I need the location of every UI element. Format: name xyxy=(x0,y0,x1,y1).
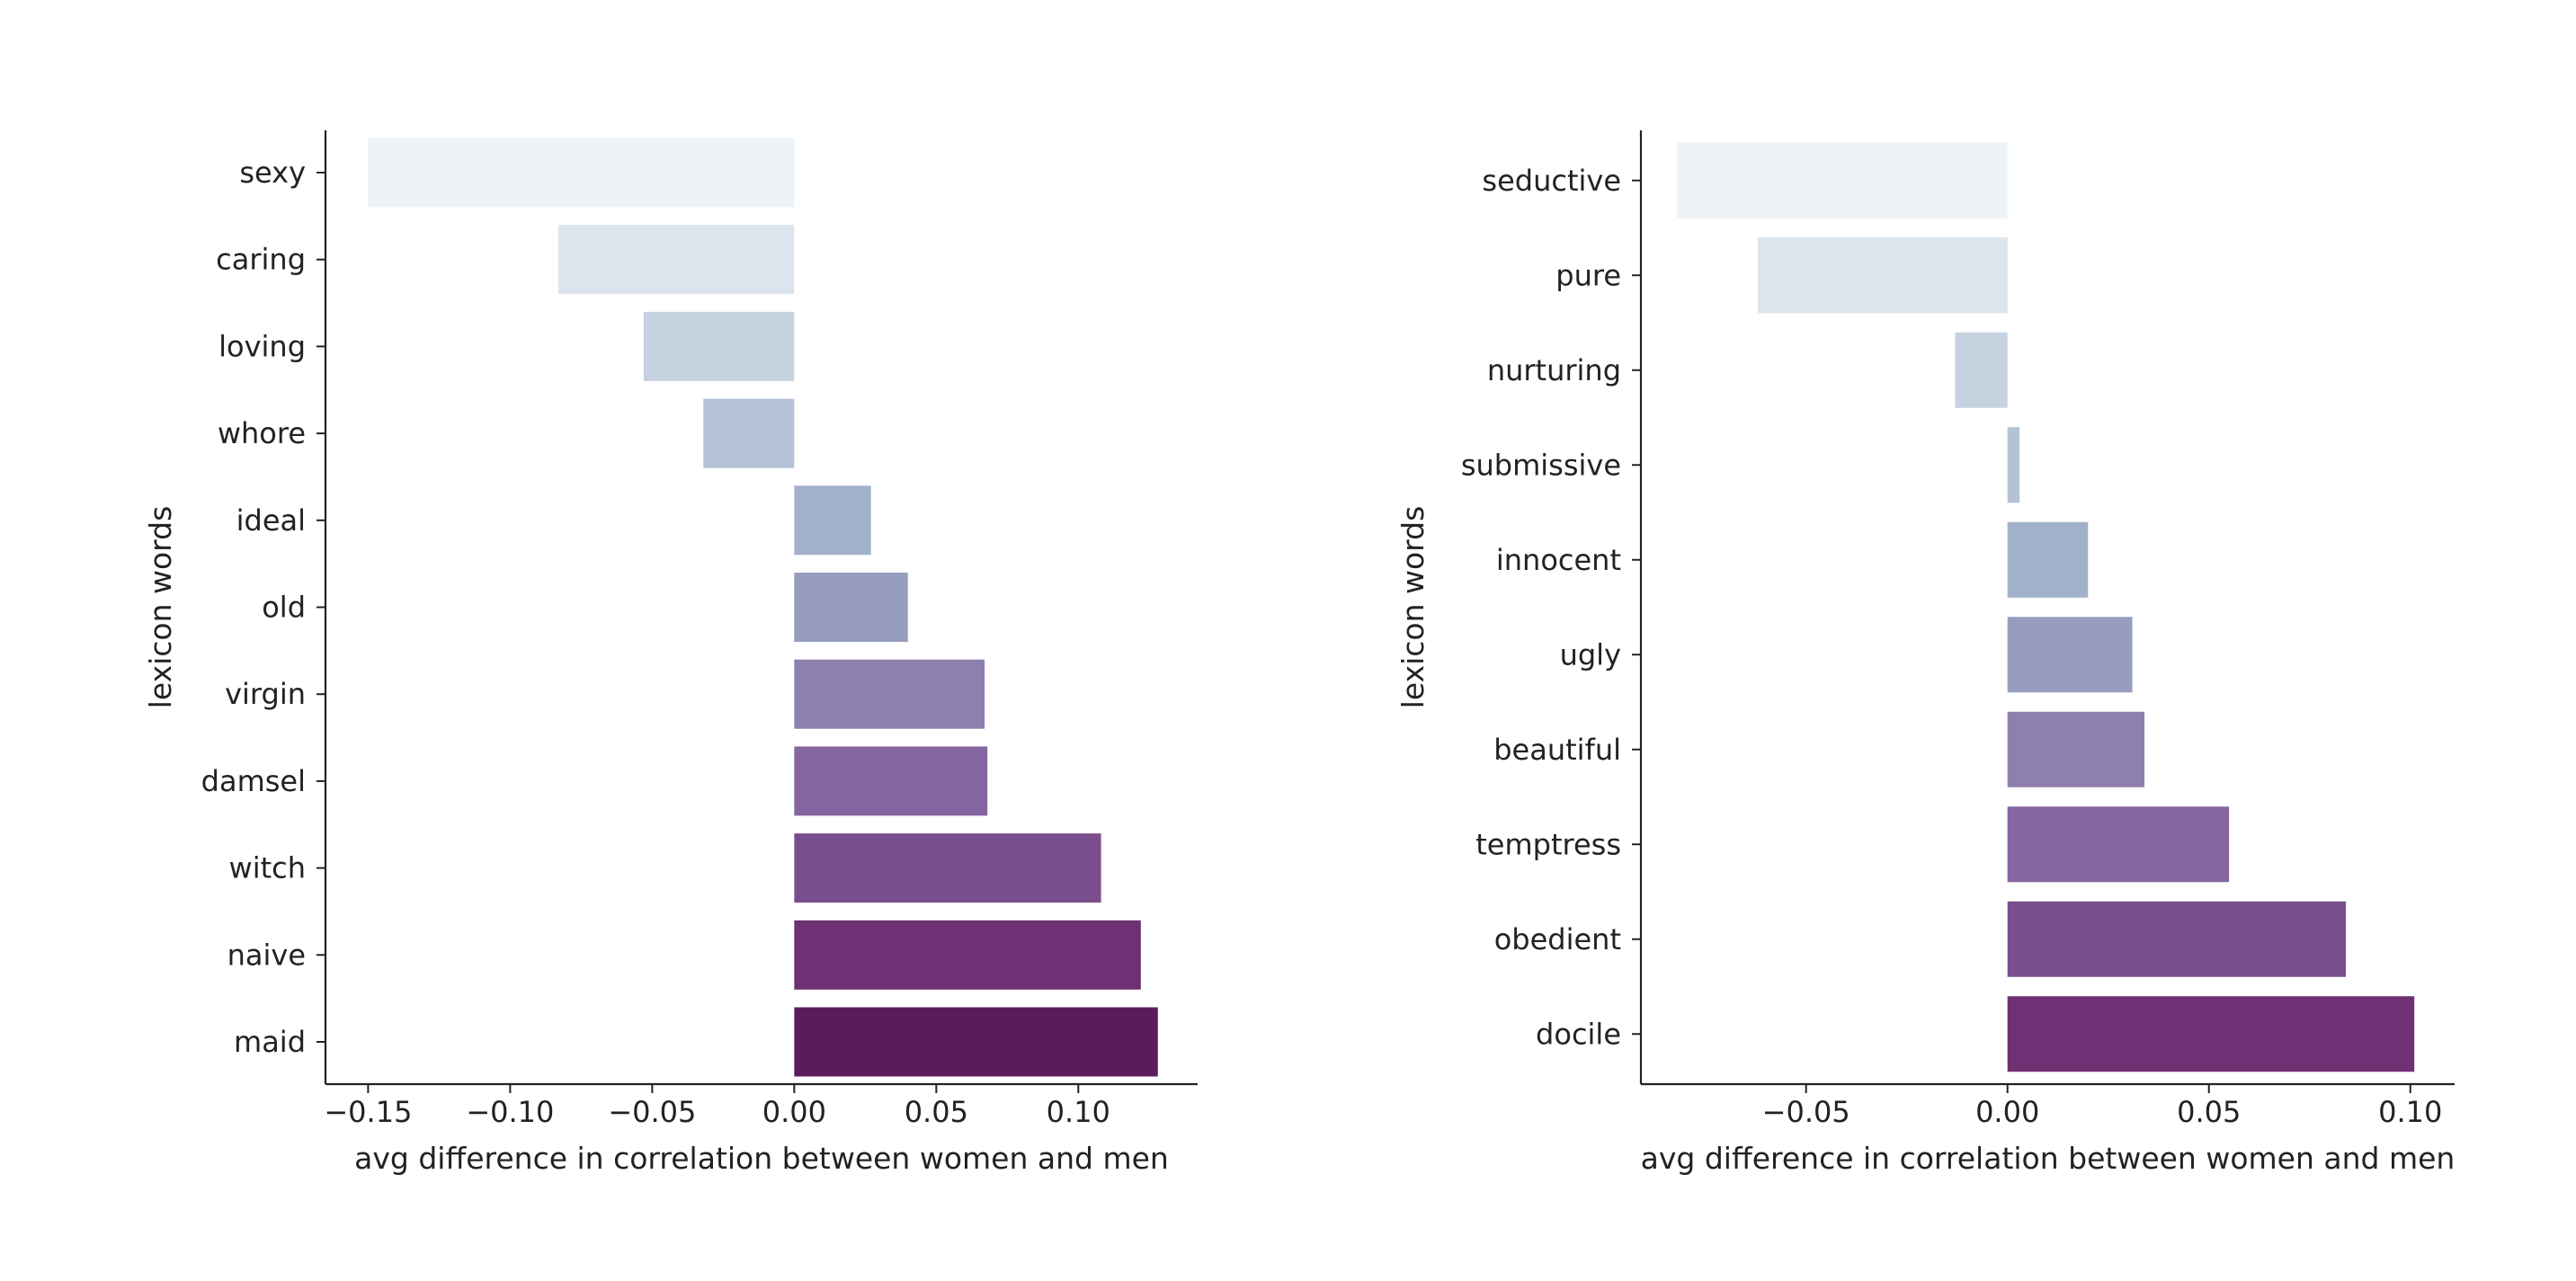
y-tick-label: docile xyxy=(1536,1017,1621,1051)
y-tick-label: temptress xyxy=(1475,827,1621,861)
bar-ugly xyxy=(2007,617,2133,693)
bar-damsel xyxy=(794,746,988,816)
x-tick-label: 0.10 xyxy=(1047,1095,1110,1129)
x-tick-label: 0.00 xyxy=(1975,1095,2039,1129)
bar-innocent xyxy=(2007,521,2089,598)
chart-right: seductive pure nurturing submissive innocent… xyxy=(1395,130,2455,1176)
y-tick-label: submissive xyxy=(1461,448,1621,482)
bar-nurturing xyxy=(1955,332,2008,408)
x-tick-label: −0.05 xyxy=(1762,1095,1850,1129)
x-tick-label: 0.00 xyxy=(762,1095,826,1129)
bar-naive xyxy=(794,920,1141,990)
bar-sexy xyxy=(368,138,795,208)
bar-ideal xyxy=(794,485,871,556)
y-tick-label: pure xyxy=(1555,258,1621,292)
y-tick-label: loving xyxy=(218,329,306,363)
bar-seductive xyxy=(1677,142,2008,218)
bar-old xyxy=(794,573,908,642)
x-axis-label: avg difference in correlation between wo… xyxy=(354,1141,1169,1176)
y-tick-label: ugly xyxy=(1560,637,1621,672)
x-tick-label: −0.10 xyxy=(466,1095,554,1129)
y-tick-label: seductive xyxy=(1482,164,1621,198)
y-tick-label: beautiful xyxy=(1493,733,1621,767)
y-tick-label: nurturing xyxy=(1487,353,1621,387)
bar-docile xyxy=(2007,996,2415,1072)
bar-caring xyxy=(558,225,795,295)
bar-beautiful xyxy=(2007,711,2145,787)
y-axis-label: lexicon words xyxy=(1395,506,1431,709)
bar-maid xyxy=(794,1007,1158,1077)
y-tick-label: maid xyxy=(234,1025,306,1059)
y-tick-label: damsel xyxy=(201,764,306,798)
bar-loving xyxy=(643,311,795,381)
y-tick-label: whore xyxy=(218,416,306,450)
y-tick-label: innocent xyxy=(1496,543,1621,577)
bar-whore xyxy=(703,398,795,468)
y-tick-label: witch xyxy=(229,851,306,885)
x-tick-label: 0.05 xyxy=(905,1095,968,1129)
y-axis-label: lexicon words xyxy=(143,506,178,709)
bar-virgin xyxy=(794,659,985,729)
y-tick-label: old xyxy=(262,591,306,625)
bar-temptress xyxy=(2007,806,2230,883)
y-tick-label: ideal xyxy=(236,503,306,538)
y-tick-label: obedient xyxy=(1494,922,1621,956)
x-tick-label: −0.15 xyxy=(324,1095,412,1129)
bar-submissive xyxy=(2007,427,2020,503)
y-tick-label: virgin xyxy=(225,677,306,711)
y-tick-label: naive xyxy=(227,938,306,972)
y-tick-label: sexy xyxy=(239,156,306,190)
x-tick-label: 0.05 xyxy=(2177,1095,2241,1129)
x-axis-label: avg difference in correlation between wo… xyxy=(1641,1141,2456,1176)
bar-witch xyxy=(794,833,1101,903)
x-tick-label: 0.10 xyxy=(2378,1095,2442,1129)
y-tick-label: caring xyxy=(216,243,306,277)
bar-obedient xyxy=(2007,901,2347,977)
chart-left: sexy caring loving whore ideal old virgin damse… xyxy=(143,130,1198,1176)
bar-pure xyxy=(1757,237,2008,314)
x-tick-label: −0.05 xyxy=(608,1095,696,1129)
